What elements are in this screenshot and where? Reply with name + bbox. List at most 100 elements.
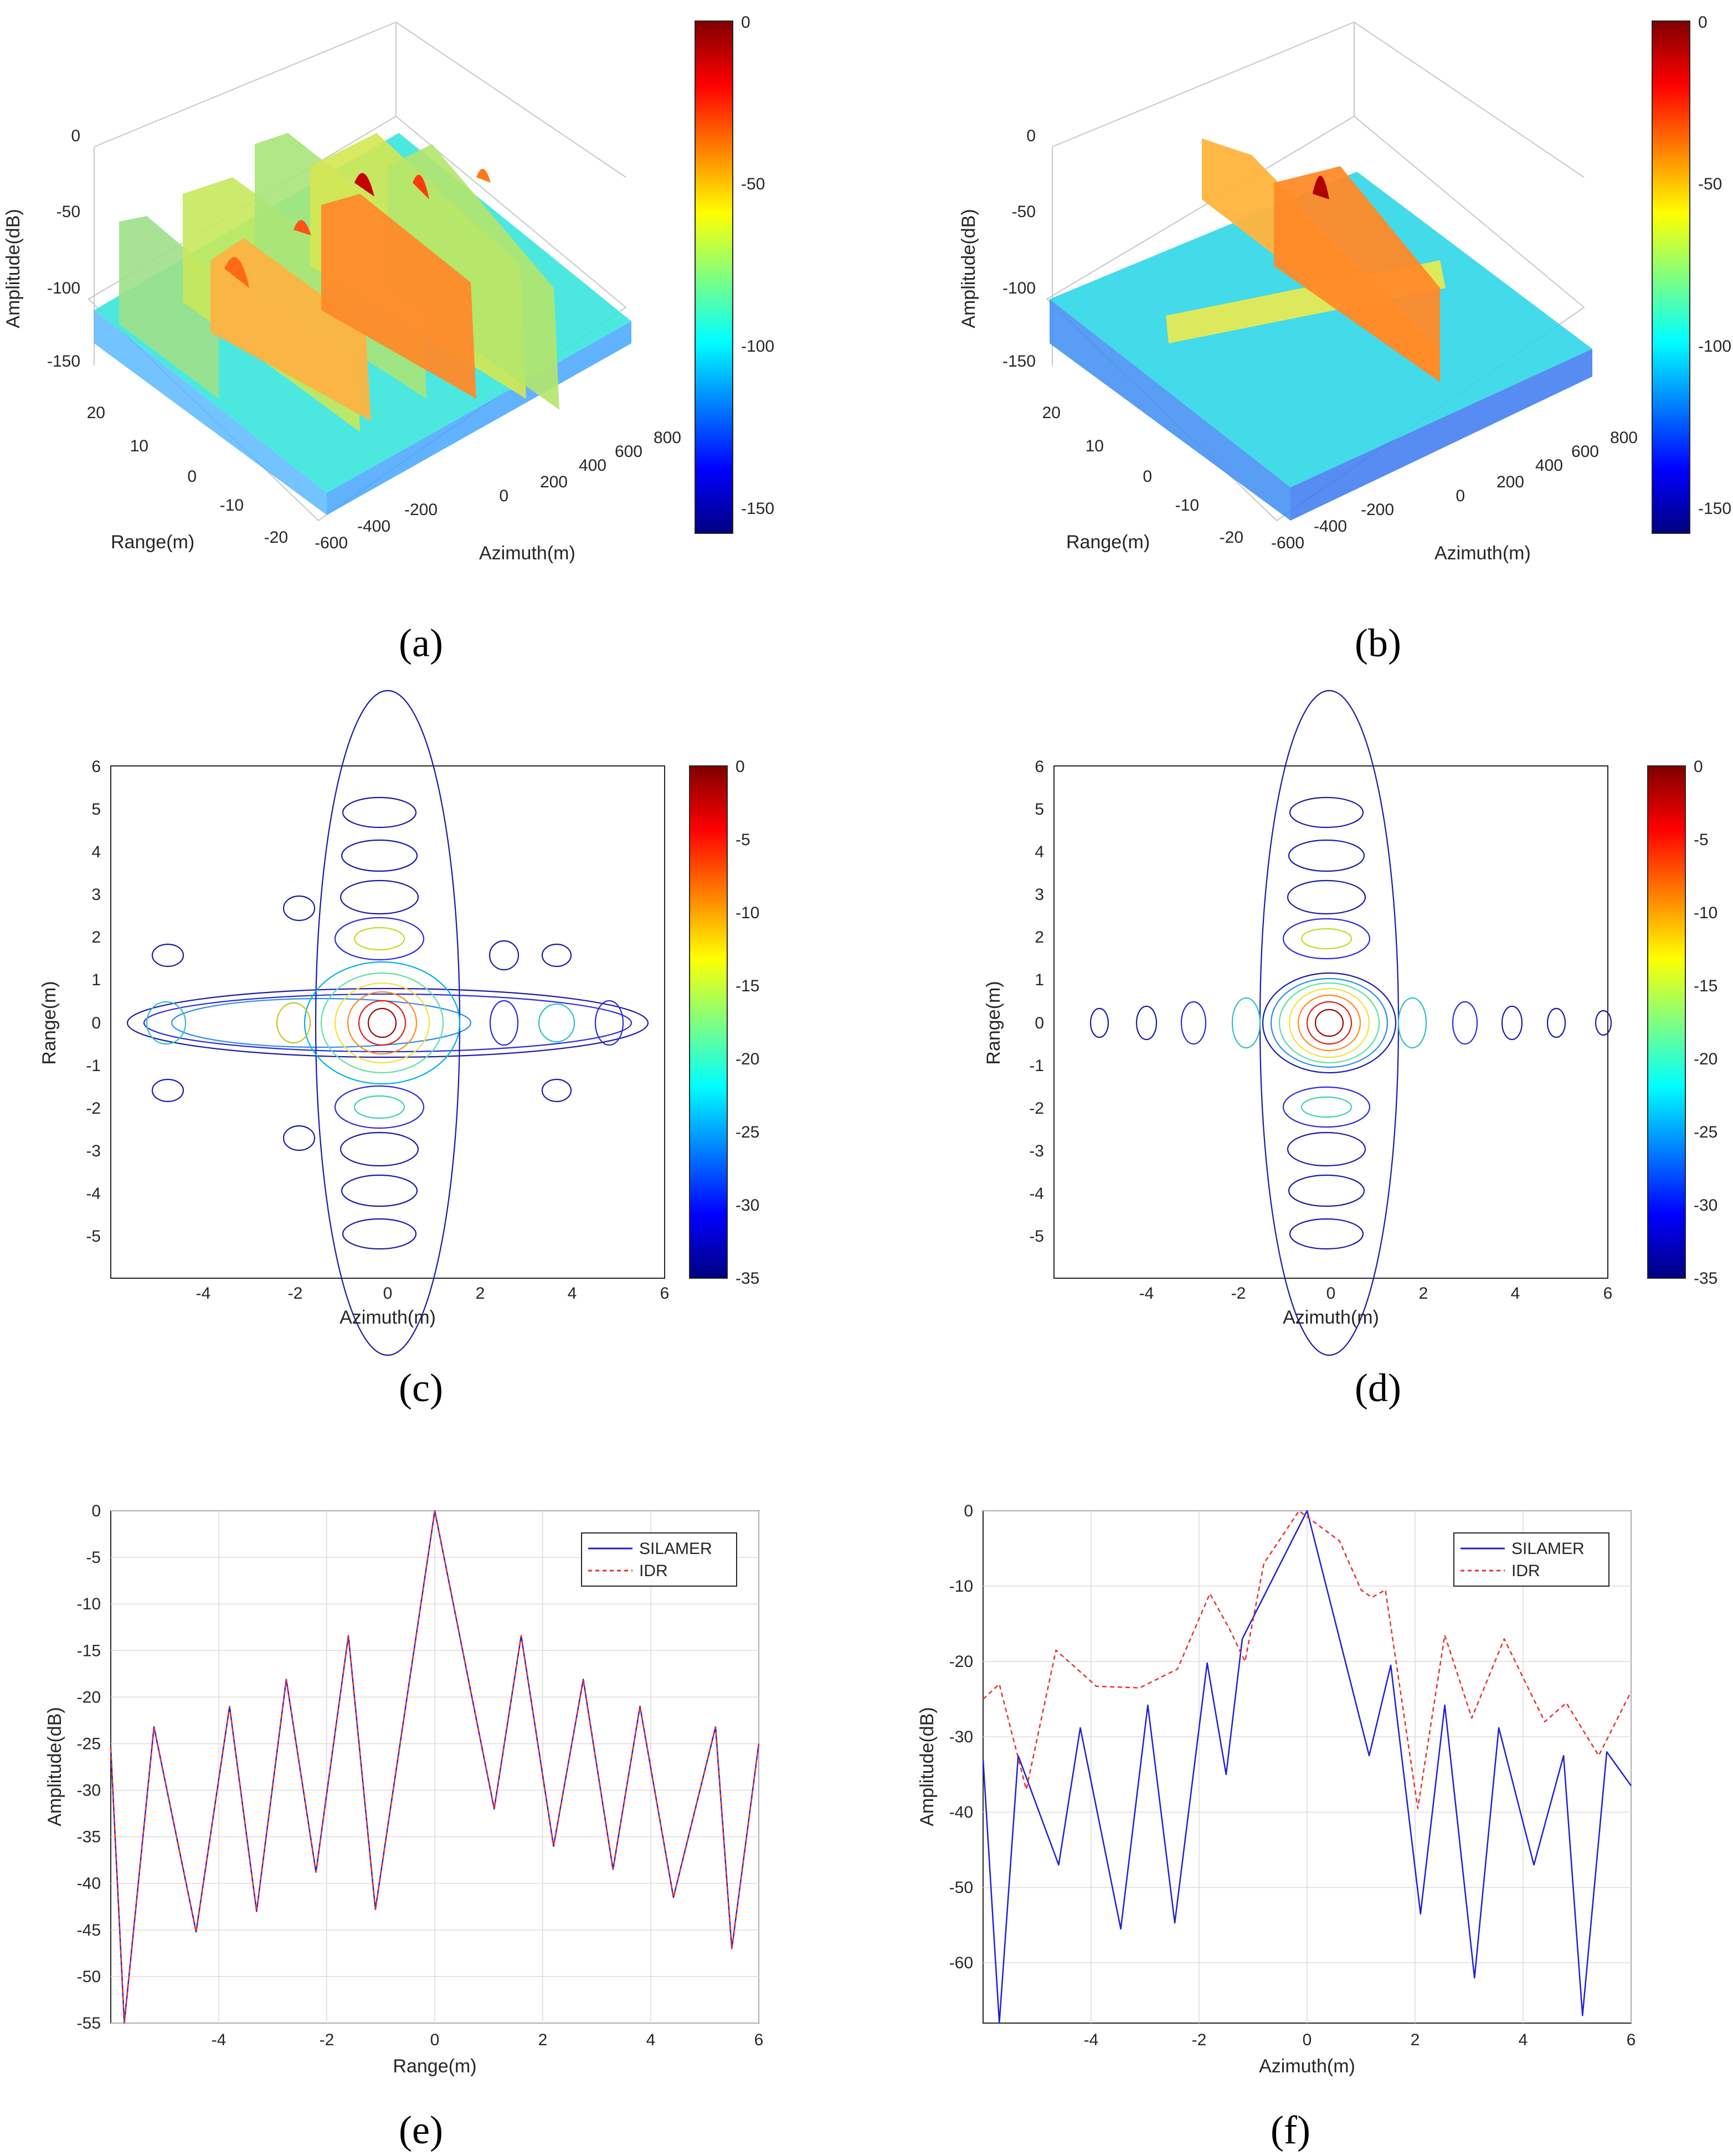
panel-c: -4 -2 0 2 4 6 Azimuth(m) 6 5 4 3 2 1 0 -… [39, 689, 759, 1410]
ridge [1274, 166, 1440, 382]
range-tick-label: -20 [264, 528, 288, 547]
colorbar-tick-label: -30 [1694, 1196, 1717, 1215]
target-peak [294, 220, 311, 235]
contour-line [347, 991, 418, 1055]
y-tick-label: 1 [91, 971, 101, 989]
colorbar-tick-label: -10 [1694, 904, 1717, 922]
x-tick-label: 0 [1326, 1284, 1336, 1303]
y-tick-label: -40 [77, 1875, 101, 1893]
contour-line [1089, 1007, 1109, 1038]
legend-label: SILAMER [639, 1540, 712, 1558]
contour-line [489, 1000, 519, 1046]
y-tick-label: 0 [91, 1502, 101, 1520]
ridge [321, 194, 476, 399]
contour-line [1289, 1218, 1364, 1250]
panel-d: -4 -2 0 2 4 6 Azimuth(m) 6 5 4 3 2 1 0 -… [983, 689, 1717, 1410]
y-tick-label: 5 [91, 800, 101, 819]
panel-e: -4 -2 0 2 4 6 0-5-10-15-20-25-30-35-40-45-50-… [44, 1502, 763, 2152]
azimuth-tick-label: 600 [1571, 442, 1599, 461]
y-axis-label: Amplitude(dB) [44, 1707, 65, 1826]
range-tick-label: 10 [1086, 437, 1104, 455]
surface-front-left [1050, 299, 1290, 521]
y-tick-label: -4 [1029, 1185, 1044, 1203]
series-line-silamer [982, 1510, 1632, 2024]
colorbar-tick-label: -100 [741, 337, 774, 356]
contour-line [1595, 1010, 1612, 1036]
contour-line [1135, 1005, 1158, 1041]
azimuth-tick-label: 0 [1456, 487, 1465, 505]
z-tick-label: -50 [1012, 203, 1036, 221]
lines-f [982, 1510, 1632, 2024]
azimuth-tick-label: -200 [1361, 501, 1394, 519]
series-line-idr [983, 1510, 1632, 1809]
x-tick-label: -4 [196, 1284, 211, 1303]
contour-line [1287, 1131, 1366, 1167]
y-tick-label: 4 [91, 843, 101, 861]
target-peak [413, 174, 429, 199]
colorbar-a: 0 -50 -100 -150 [695, 13, 774, 534]
y-tick-label: -50 [949, 1879, 973, 1897]
legend-label: IDR [1511, 1562, 1540, 1580]
colorbar-b: 0 -50 -100 -150 [1652, 13, 1731, 534]
ridge [210, 238, 371, 421]
contour-line [541, 943, 572, 968]
target-peak [354, 173, 374, 197]
azimuth-axis-label: Azimuth(m) [479, 543, 575, 564]
contour-line [488, 940, 520, 971]
x-axis-e: -4 -2 0 2 4 6 [212, 2031, 764, 2049]
azimuth-tick-label: 200 [540, 473, 568, 491]
y-tick-label: 3 [91, 886, 101, 904]
contour-line [1288, 1174, 1365, 1207]
y-tick-label: -5 [86, 1227, 101, 1246]
contour-line [340, 1131, 419, 1167]
x-tick-label: -2 [1231, 1284, 1246, 1303]
colorbar-tick-label: -15 [736, 977, 759, 995]
contour-line [1288, 839, 1365, 872]
contour-line [341, 1174, 418, 1207]
x-tick-label: 6 [1603, 1284, 1613, 1303]
contour-line [334, 917, 425, 961]
legend-label: IDR [639, 1562, 668, 1580]
contour-line [304, 961, 461, 1085]
colorbar-tick-label: -25 [1694, 1123, 1717, 1141]
azimuth-tick-label: 800 [654, 429, 681, 447]
y-tick-label: -30 [77, 1782, 101, 1800]
contour-line [320, 972, 444, 1074]
y-tick-label: -20 [949, 1653, 973, 1671]
azimuth-tick-label: 600 [615, 442, 642, 461]
y-tick-label: 2 [91, 928, 101, 946]
azimuth-tick-label: -400 [357, 517, 390, 536]
contour-line [1300, 1096, 1353, 1118]
contour-line [594, 1000, 624, 1046]
contour-line [1278, 982, 1380, 1064]
contour-line [1270, 977, 1389, 1068]
contour-line [276, 1002, 311, 1044]
z-tick-label: 0 [1026, 127, 1036, 145]
range-tick-label: -10 [220, 496, 244, 514]
contour-line [1262, 972, 1397, 1074]
y-tick-label: 6 [1035, 758, 1044, 776]
z-axis-label: Amplitude(dB) [958, 209, 979, 328]
range-tick-label: 10 [130, 437, 148, 455]
y-tick-label: -5 [86, 1548, 101, 1567]
contour-line [353, 927, 405, 951]
x-tick-label: 0 [1303, 2031, 1312, 2049]
colorbar-tick-label: -50 [741, 175, 765, 193]
y-tick-label: -10 [949, 1577, 973, 1596]
y-axis-label: Range(m) [983, 981, 1004, 1064]
colorbar-tick-label: -15 [1694, 977, 1717, 995]
contour-line [1300, 928, 1353, 950]
colorbar-tick-label: -25 [736, 1123, 759, 1141]
x-axis-label: Azimuth(m) [340, 1307, 436, 1328]
contour-line [282, 895, 316, 922]
contour-line [353, 1095, 405, 1119]
x-tick-label: -4 [212, 2031, 227, 2049]
x-axis-f: -4 -2 0 2 4 6 [1084, 2031, 1636, 2049]
x-tick-label: 4 [568, 1284, 577, 1303]
x-tick-label: -2 [320, 2031, 335, 2049]
y-tick-label: -25 [77, 1735, 101, 1753]
y-tick-label: -20 [77, 1688, 101, 1706]
y-axis-f: 0 -10 -20 -30 -40 -50 -60 [949, 1502, 973, 1972]
contour-line [334, 982, 430, 1064]
x-tick-label: 6 [660, 1284, 670, 1303]
